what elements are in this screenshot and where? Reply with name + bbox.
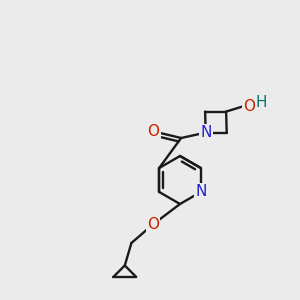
Text: H: H	[256, 95, 267, 110]
Text: N: N	[195, 184, 206, 200]
Text: N: N	[200, 125, 212, 140]
Text: O: O	[148, 124, 160, 139]
Text: O: O	[243, 99, 255, 114]
Text: O: O	[147, 217, 159, 232]
